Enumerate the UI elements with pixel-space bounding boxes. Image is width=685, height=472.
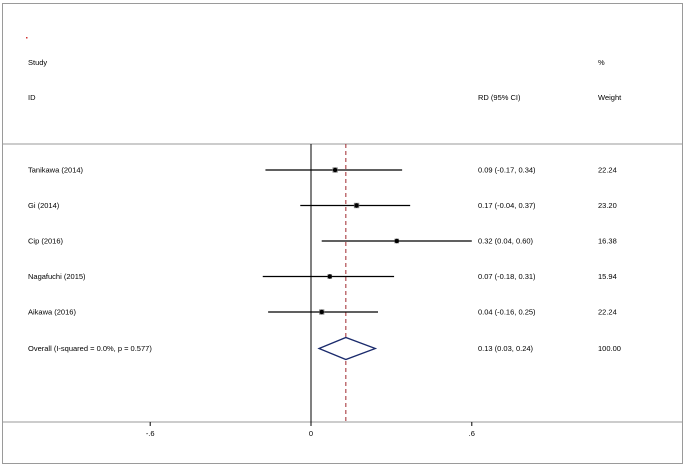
- header-rd-label: RD (95% CI): [478, 93, 521, 102]
- study-point-estimate: [354, 203, 359, 208]
- study-ci-text: 0.04 (-0.16, 0.25): [478, 308, 536, 317]
- header-study-label: Study: [28, 58, 47, 67]
- x-axis-tick-label: 0: [309, 429, 313, 438]
- overall-diamond: [317, 336, 378, 361]
- study-ci-text: 0.17 (-0.04, 0.37): [478, 201, 536, 210]
- plot-frame: [2, 3, 683, 464]
- study-weight-text: 22.24: [598, 166, 617, 175]
- header-id-label: ID: [28, 93, 36, 102]
- study-ci-text: 0.07 (-0.18, 0.31): [478, 272, 536, 281]
- study-id-label: Aikawa (2016): [28, 308, 76, 317]
- x-axis-tick-label: .6: [469, 429, 475, 438]
- plot-layer: [149, 144, 473, 426]
- study-weight-text: 23.20: [598, 201, 617, 210]
- study-point-estimate: [332, 167, 338, 173]
- corner-mark: [26, 37, 28, 39]
- label-layer: Tanikawa (2014) 0.09 (-0.17, 0.34) 22.24 Gi…: [28, 166, 621, 439]
- study-ci-text: 0.32 (0.04, 0.60): [478, 237, 534, 246]
- study-id-label: Tanikawa (2014): [28, 166, 84, 175]
- study-point-estimate: [394, 238, 399, 244]
- overall-weight-text: 100.00: [598, 344, 621, 353]
- study-weight-text: 15.94: [598, 272, 617, 281]
- x-axis-tick-label: -.6: [146, 429, 155, 438]
- overall-label: Overall (I-squared = 0.0%, p = 0.577): [28, 344, 152, 353]
- study-weight-text: 22.24: [598, 308, 617, 317]
- study-ci-text: 0.09 (-0.17, 0.34): [478, 166, 536, 175]
- header-weight-label: Weight: [598, 93, 622, 102]
- header-percent-label: %: [598, 58, 605, 67]
- study-weight-text: 16.38: [598, 237, 617, 246]
- study-point-estimate: [327, 274, 332, 279]
- overall-ci-text: 0.13 (0.03, 0.24): [478, 344, 534, 353]
- study-id-label: Nagafuchi (2015): [28, 272, 86, 281]
- study-id-label: Gi (2014): [28, 201, 60, 210]
- study-point-estimate: [319, 309, 324, 315]
- study-id-label: Cip (2016): [28, 237, 64, 246]
